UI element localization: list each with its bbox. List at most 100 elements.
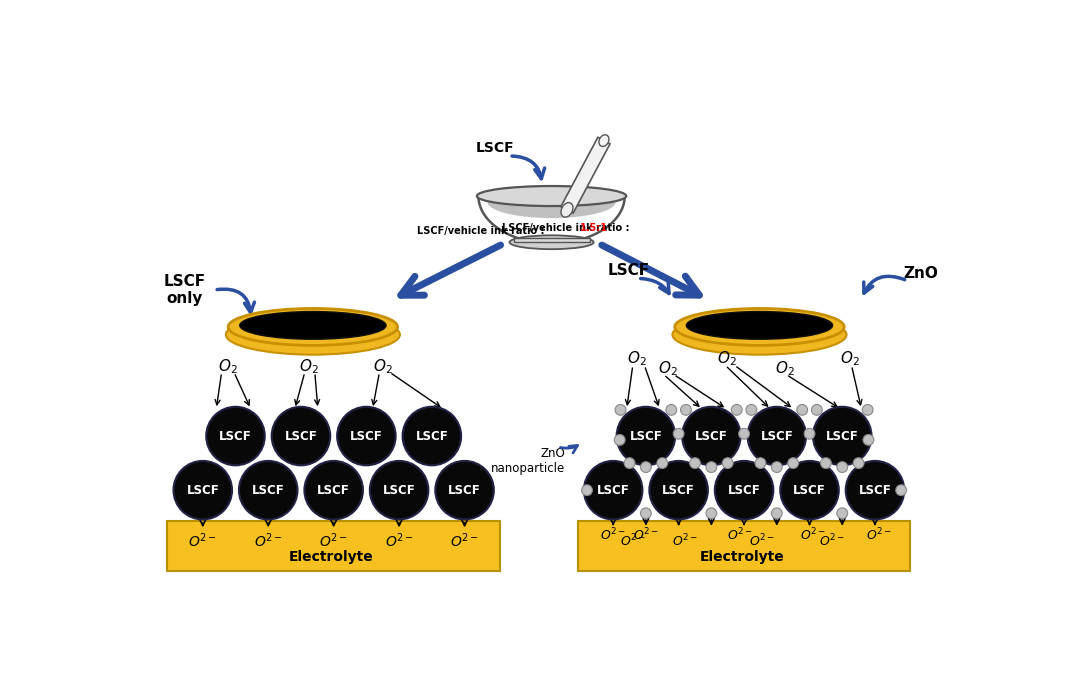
- Circle shape: [689, 458, 700, 469]
- FancyBboxPatch shape: [577, 521, 910, 571]
- Text: $O^{2-}$: $O^{2-}$: [450, 531, 479, 551]
- Circle shape: [845, 461, 905, 519]
- Text: LSCF: LSCF: [728, 484, 760, 497]
- Text: LSCF
only: LSCF only: [164, 274, 206, 306]
- Ellipse shape: [675, 308, 844, 345]
- Ellipse shape: [686, 311, 833, 339]
- Circle shape: [863, 434, 873, 445]
- Circle shape: [853, 458, 864, 469]
- Circle shape: [813, 407, 871, 465]
- Circle shape: [681, 404, 691, 415]
- Circle shape: [403, 407, 461, 465]
- Text: $O^{2-}$: $O^{2-}$: [319, 531, 348, 551]
- Text: LSCF: LSCF: [416, 430, 448, 443]
- Ellipse shape: [477, 186, 626, 206]
- Ellipse shape: [240, 311, 386, 339]
- Ellipse shape: [672, 315, 847, 355]
- Ellipse shape: [488, 186, 615, 218]
- Text: $O_2$: $O_2$: [658, 359, 677, 378]
- Circle shape: [625, 458, 635, 469]
- Ellipse shape: [561, 202, 573, 217]
- Circle shape: [755, 458, 766, 469]
- Circle shape: [739, 428, 750, 439]
- Text: $O^{2-}$: $O^{2-}$: [254, 531, 283, 551]
- Ellipse shape: [509, 235, 593, 249]
- Circle shape: [584, 461, 643, 519]
- Text: $O_2$: $O_2$: [627, 350, 646, 369]
- Text: LSCF: LSCF: [350, 430, 382, 443]
- Text: $O_2$: $O_2$: [774, 359, 795, 378]
- Circle shape: [771, 462, 782, 473]
- Text: LSCF: LSCF: [597, 484, 630, 497]
- Text: Electrolyte: Electrolyte: [289, 550, 374, 564]
- Text: $O^{2-}$: $O^{2-}$: [800, 527, 826, 543]
- Text: LSCF: LSCF: [630, 430, 662, 443]
- Circle shape: [271, 407, 331, 465]
- Text: LSCF: LSCF: [186, 484, 219, 497]
- Circle shape: [747, 407, 806, 465]
- Text: $O_2$: $O_2$: [218, 358, 238, 376]
- Circle shape: [746, 404, 757, 415]
- Text: $O_2$: $O_2$: [298, 358, 319, 376]
- Text: LSCF: LSCF: [695, 430, 728, 443]
- Text: LSCF: LSCF: [858, 484, 892, 497]
- Circle shape: [705, 508, 716, 518]
- Circle shape: [239, 461, 297, 519]
- Text: LSCF: LSCF: [382, 484, 416, 497]
- Circle shape: [705, 462, 716, 473]
- Ellipse shape: [599, 135, 609, 146]
- Circle shape: [682, 407, 741, 465]
- Circle shape: [731, 404, 742, 415]
- FancyBboxPatch shape: [167, 521, 500, 571]
- Text: $O^{2-}$: $O^{2-}$: [750, 533, 775, 549]
- Circle shape: [582, 485, 592, 496]
- Text: $O^{2-}$: $O^{2-}$: [632, 527, 659, 543]
- Circle shape: [657, 458, 668, 469]
- Circle shape: [206, 407, 265, 465]
- Circle shape: [715, 461, 773, 519]
- Circle shape: [821, 458, 831, 469]
- Text: $O^{2-}$: $O^{2-}$: [620, 533, 646, 549]
- Circle shape: [771, 508, 782, 518]
- Circle shape: [805, 428, 815, 439]
- Text: LSCF: LSCF: [826, 430, 858, 443]
- Text: $O^{2-}$: $O^{2-}$: [188, 531, 218, 551]
- Text: LSCF/vehicle ink ratio :: LSCF/vehicle ink ratio :: [502, 224, 632, 233]
- Text: LSCF: LSCF: [476, 142, 515, 155]
- Text: LSCF: LSCF: [662, 484, 695, 497]
- Text: LSCF: LSCF: [318, 484, 350, 497]
- Polygon shape: [478, 196, 625, 244]
- Text: LSCF: LSCF: [607, 263, 649, 278]
- Text: LSCF: LSCF: [793, 484, 826, 497]
- Circle shape: [435, 461, 494, 519]
- Text: Electrolyte: Electrolyte: [699, 550, 784, 564]
- Text: LSCF/vehicle ink ratio :: LSCF/vehicle ink ratio :: [417, 226, 548, 237]
- Circle shape: [811, 404, 822, 415]
- Circle shape: [173, 461, 232, 519]
- Circle shape: [369, 461, 429, 519]
- Text: $O^{2-}$: $O^{2-}$: [820, 533, 845, 549]
- Text: LSCF: LSCF: [252, 484, 284, 497]
- Text: $O^{2-}$: $O^{2-}$: [866, 527, 892, 543]
- Circle shape: [797, 404, 808, 415]
- Text: LSCF: LSCF: [284, 430, 318, 443]
- Text: ZnO: ZnO: [904, 265, 939, 280]
- Circle shape: [337, 407, 395, 465]
- Text: LSCF: LSCF: [760, 430, 793, 443]
- Circle shape: [649, 461, 708, 519]
- Text: LSCF: LSCF: [219, 430, 252, 443]
- Circle shape: [617, 407, 675, 465]
- Polygon shape: [561, 137, 610, 213]
- Text: 1.5:1: 1.5:1: [581, 224, 609, 233]
- Text: $O^{2-}$: $O^{2-}$: [384, 531, 414, 551]
- Text: $O^{2-}$: $O^{2-}$: [600, 527, 627, 543]
- Circle shape: [837, 462, 848, 473]
- Circle shape: [614, 434, 625, 445]
- Circle shape: [863, 404, 873, 415]
- Circle shape: [305, 461, 363, 519]
- Text: $O_2$: $O_2$: [374, 358, 393, 376]
- Circle shape: [641, 508, 652, 518]
- Ellipse shape: [226, 315, 400, 355]
- Text: LSCF: LSCF: [448, 484, 481, 497]
- Ellipse shape: [228, 308, 397, 345]
